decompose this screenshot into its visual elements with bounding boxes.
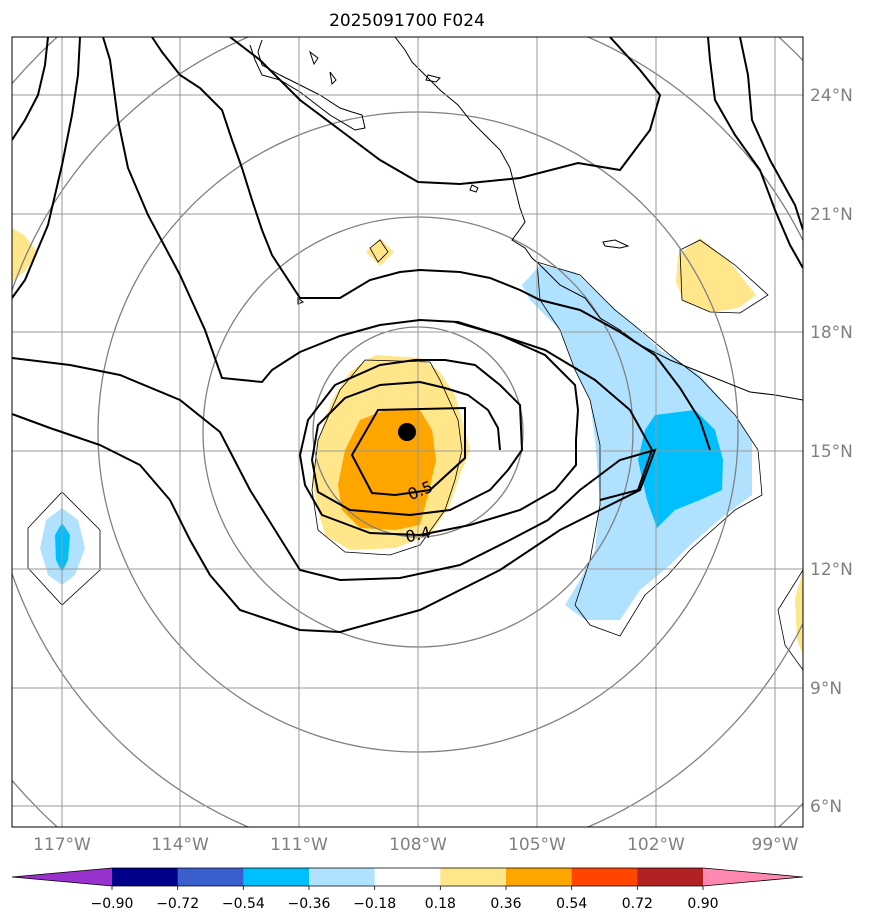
lat-label: 9°N (810, 679, 842, 699)
lon-label: 117°W (33, 835, 91, 855)
colorbar-tick-label: 0.54 (556, 896, 587, 912)
lat-label: 21°N (810, 205, 853, 225)
colorbar-tick-label: 0.18 (425, 896, 456, 912)
colorbar-tick-label: 0.72 (622, 896, 653, 912)
storm-center-marker (398, 423, 416, 441)
colorbar-tick-label: −0.54 (222, 896, 265, 912)
colorbar-segment (440, 868, 507, 886)
colorbar-extend-max (703, 868, 803, 886)
lat-label: 18°N (810, 323, 853, 343)
colorbar-segment (177, 868, 244, 886)
lon-label: 99°W (752, 835, 799, 855)
lat-label: 15°N (810, 442, 853, 462)
lat-lon-grid (12, 37, 803, 827)
inner-contour (350, 406, 466, 497)
lat-label: 6°N (810, 797, 842, 817)
negative-mid-region (638, 410, 723, 528)
colorbar-extend-min (12, 868, 112, 886)
thick-contours (12, 37, 803, 634)
colorbar-tick-label: −0.18 (353, 896, 396, 912)
colorbar-segment (506, 868, 573, 886)
colorbar-segment (637, 868, 704, 886)
lat-label: 12°N (810, 560, 853, 580)
colorbar-tick-label: −0.90 (91, 896, 134, 912)
shading-layer (12, 228, 803, 655)
colorbar-tick-label: −0.72 (156, 896, 199, 912)
negative-light-region (522, 265, 752, 620)
colorbar-tick-label: 0.90 (687, 896, 718, 912)
lat-label: 24°N (810, 86, 853, 106)
colorbar-segment (243, 868, 310, 886)
plot-title: 2025091700 F024 (329, 11, 485, 31)
colorbar-segment (112, 868, 179, 886)
lon-label: 108°W (389, 835, 447, 855)
longitude-labels: 117°W 114°W 111°W 108°W 105°W 102°W 99°W (33, 835, 799, 855)
positive-light-diamond (366, 238, 394, 266)
positive-mid-region (338, 410, 436, 530)
lon-label: 105°W (508, 835, 566, 855)
colorbar-segment (374, 868, 441, 886)
lon-label: 111°W (270, 835, 328, 855)
lon-label: 102°W (627, 835, 685, 855)
colorbar-segment (571, 868, 638, 886)
contour-label-0.4: 0.4 (404, 523, 433, 547)
contour-labels: 0.5 0.4 (404, 477, 436, 547)
colorbar-tick-label: 0.36 (490, 896, 521, 912)
colorbar-segment (309, 868, 376, 886)
positive-light-west-edge (12, 228, 38, 282)
lon-label: 114°W (151, 835, 209, 855)
colorbar: −0.90 −0.72 −0.54 −0.36 −0.18 0.18 0.36 0.54 0.7… (11, 867, 804, 912)
map-frame (11, 36, 804, 828)
colorbar-tick-label: −0.36 (288, 896, 331, 912)
latitude-labels: 24°N 21°N 18°N 15°N 12°N 9°N 6°N (810, 86, 853, 817)
coastline (249, 37, 803, 401)
positive-light-east-edge (795, 570, 803, 655)
positive-light-ne (676, 238, 756, 312)
